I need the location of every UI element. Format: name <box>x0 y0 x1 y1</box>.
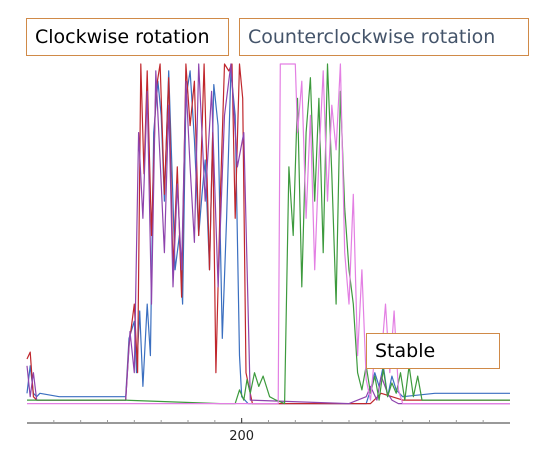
clockwise-rotation-annotation: Clockwise rotation <box>26 18 229 56</box>
counterclockwise-rotation-annotation: Counterclockwise rotation <box>239 18 529 56</box>
clockwise-rotation-label: Clockwise rotation <box>35 25 210 48</box>
series-line-3 <box>26 63 510 405</box>
stable-label: Stable <box>375 339 436 362</box>
series-layer <box>26 63 510 405</box>
stable-annotation: Stable <box>366 333 500 369</box>
x-axis: 200 <box>27 418 510 444</box>
counterclockwise-rotation-label: Counterclockwise rotation <box>248 25 496 48</box>
x-tick-label: 200 <box>229 429 254 444</box>
series-line-5 <box>27 63 510 405</box>
series-line-4 <box>27 63 510 405</box>
